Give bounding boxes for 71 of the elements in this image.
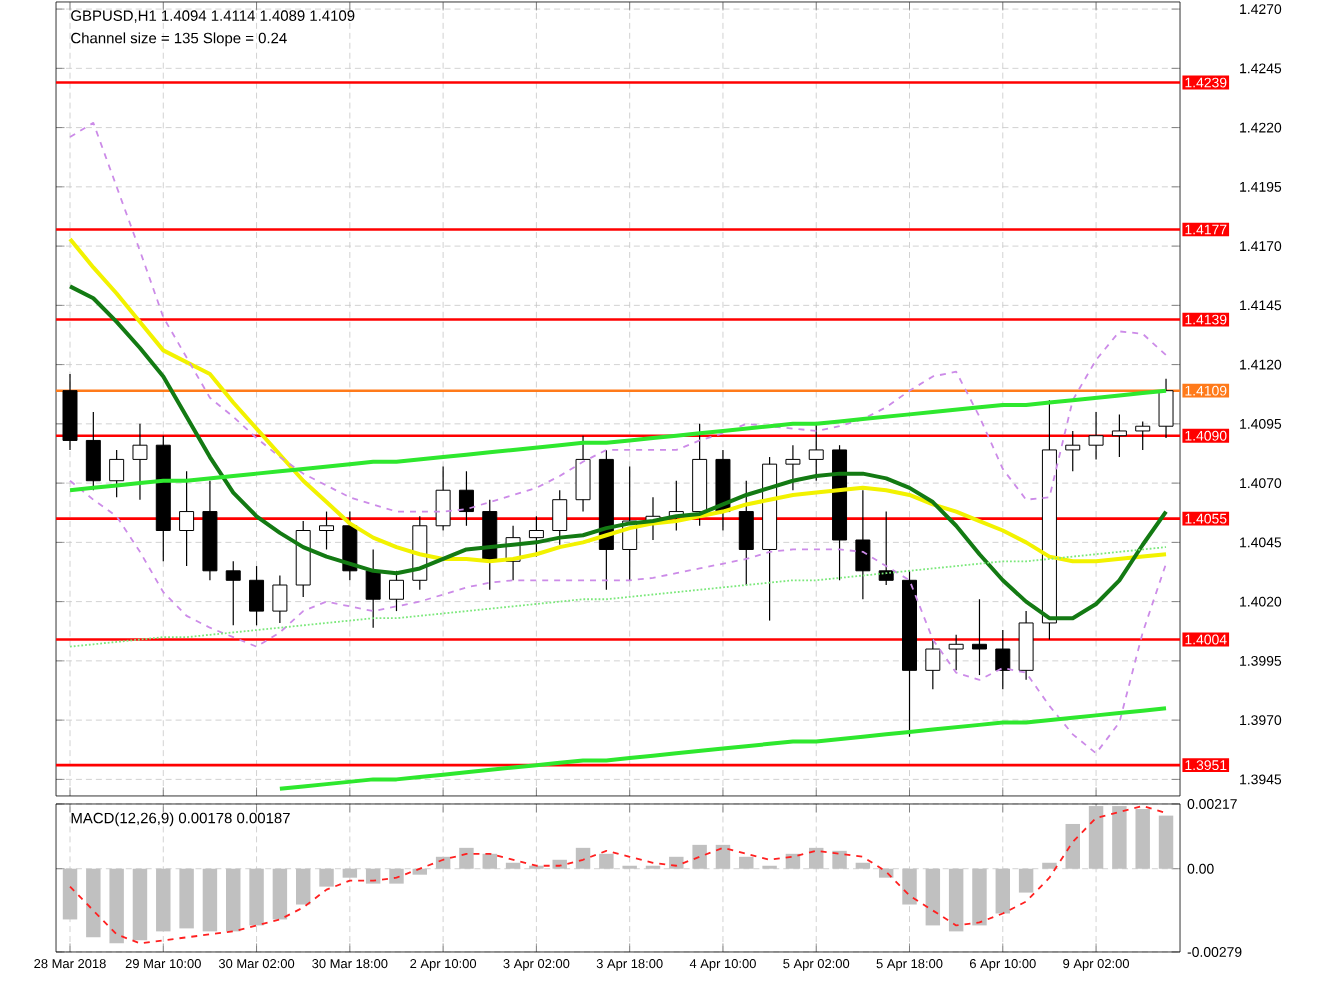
bar [109, 868, 124, 944]
candlestick [1088, 411, 1104, 461]
bar [86, 868, 101, 938]
bar [1158, 815, 1174, 869]
candlestick [249, 565, 265, 626]
candlestick [1065, 430, 1081, 472]
bar [902, 868, 917, 905]
bar [669, 856, 684, 869]
candlestick [1018, 610, 1034, 681]
candlestick [575, 435, 591, 513]
bar [832, 850, 847, 869]
candlestick [925, 638, 941, 690]
bar [878, 868, 894, 878]
candlestick [995, 629, 1011, 690]
candlestick [85, 411, 101, 491]
candlestick [528, 515, 544, 558]
candlestick [109, 449, 125, 498]
bar [435, 856, 451, 869]
bar [249, 868, 264, 926]
bar [1042, 862, 1057, 869]
candlestick [855, 489, 871, 600]
candlestick [552, 489, 568, 546]
bar [226, 868, 241, 932]
bar [692, 844, 707, 869]
candlestick [435, 465, 451, 532]
candlestick [272, 574, 288, 624]
bar [972, 868, 987, 926]
bar [925, 868, 941, 926]
bar [575, 847, 591, 869]
bar [715, 844, 731, 869]
bar [1018, 868, 1034, 893]
candlestick [1158, 378, 1174, 439]
bar [739, 856, 754, 869]
candlestick [458, 470, 474, 527]
bar [132, 868, 148, 941]
bar [365, 868, 381, 884]
bar [389, 868, 404, 884]
bar [202, 868, 218, 932]
bar [342, 868, 358, 878]
candlestick [878, 510, 894, 586]
bar [855, 862, 871, 869]
candlestick [319, 510, 335, 551]
bar [295, 868, 311, 905]
bar [459, 847, 474, 869]
bar [785, 853, 801, 869]
bar [552, 859, 567, 869]
candlestick [785, 444, 801, 491]
bar [272, 868, 288, 920]
bar [1135, 809, 1150, 869]
bar [948, 868, 964, 932]
candlestick [1111, 413, 1127, 458]
bar [599, 853, 614, 869]
candlestick [971, 598, 987, 676]
bar [1065, 823, 1080, 869]
bar [156, 868, 171, 932]
candlestick [132, 423, 148, 501]
bar [995, 868, 1011, 914]
candlestick [225, 560, 241, 626]
bar [505, 862, 521, 869]
bar [809, 847, 824, 869]
candlestick [365, 548, 381, 629]
candlestick [948, 634, 964, 671]
candlestick [808, 423, 824, 482]
candlestick [738, 480, 754, 586]
candlestick [1135, 420, 1151, 451]
candlestick [388, 570, 404, 612]
bar [482, 853, 497, 869]
candlestick [179, 470, 195, 567]
bar [319, 868, 334, 887]
bar [412, 868, 428, 875]
bar [179, 868, 194, 929]
